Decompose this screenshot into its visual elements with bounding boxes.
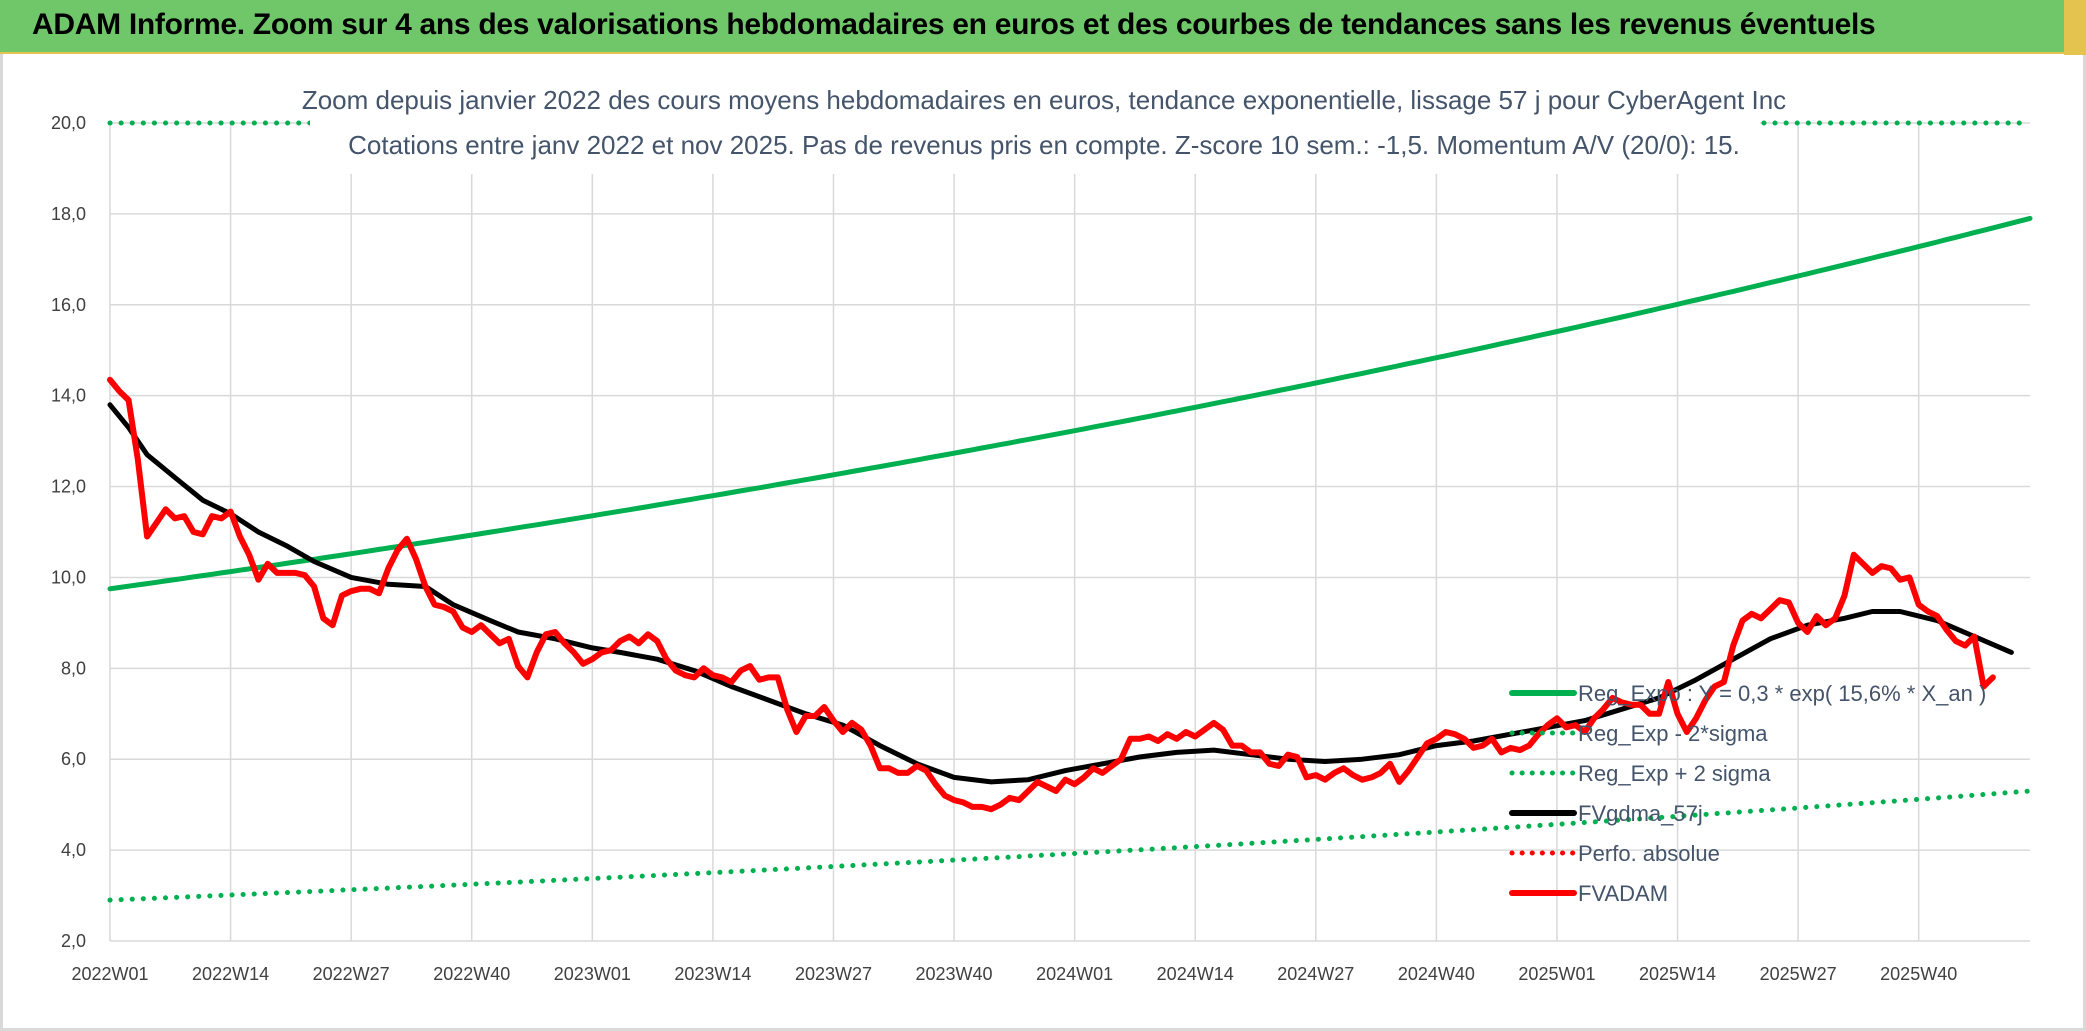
x-tick-label: 2022W14 (192, 964, 269, 984)
x-tick-label: 2024W14 (1157, 964, 1234, 984)
header-title: ADAM Informe. Zoom sur 4 ans des valoris… (32, 8, 1876, 41)
series-line-reg-expo-y-0-3-exp-15-6-x-an (107, 215, 2033, 592)
y-tick-label: 20,0 (51, 113, 86, 133)
y-tick-label: 4,0 (61, 840, 86, 860)
chart-title-line-2: Cotations entre janv 2022 et nov 2025. P… (348, 130, 1740, 160)
y-tick-label: 14,0 (51, 386, 86, 406)
legend-label: Reg_Exp - 2*sigma (1578, 721, 1768, 746)
x-tick-label: 2024W27 (1277, 964, 1354, 984)
x-tick-label: 2023W01 (554, 964, 631, 984)
x-tick-label: 2023W40 (916, 964, 993, 984)
series-line-fvgdma-57j (107, 402, 2014, 785)
legend-label: FVADAM (1578, 881, 1668, 906)
x-tick-label: 2025W14 (1639, 964, 1716, 984)
legend: Reg_Expo : Y = 0,3 * exp( 15,6% * X_an )… (1509, 681, 1986, 906)
chart-title-line-1: Zoom depuis janvier 2022 des cours moyen… (302, 85, 1786, 115)
series-line-fvadam (107, 376, 1996, 813)
header-bar: ADAM Informe. Zoom sur 4 ans des valoris… (0, 0, 2075, 54)
y-tick-label: 2,0 (61, 931, 86, 951)
y-axis-ticks: 2,0 4,0 6,0 8,0 10,0 12,0 14,0 16,0 18,0 20,0 (51, 113, 86, 951)
y-tick-label: 12,0 (51, 477, 86, 497)
x-axis-ticks: 2022W01 2022W14 2022W27 2022W40 2023W01 2023W… (71, 964, 1957, 984)
x-tick-label: 2022W40 (433, 964, 510, 984)
x-tick-label: 2025W27 (1760, 964, 1837, 984)
header-accent-strip (2064, 0, 2086, 55)
y-tick-label: 16,0 (51, 295, 86, 315)
y-tick-label: 18,0 (51, 204, 86, 224)
chart-title: Zoom depuis janvier 2022 des cours moyen… (302, 78, 1786, 174)
legend-label: Reg_Exp + 2 sigma (1578, 761, 1771, 786)
y-tick-label: 6,0 (61, 749, 86, 769)
x-tick-label: 2025W01 (1518, 964, 1595, 984)
y-tick-label: 10,0 (51, 567, 86, 587)
x-tick-label: 2023W27 (795, 964, 872, 984)
legend-label: Perfo. absolue (1578, 841, 1720, 866)
series-line-reg-exp-2-sigma (107, 788, 2033, 903)
legend-label: FVgdma_57j (1578, 801, 1703, 826)
x-tick-label: 2022W27 (313, 964, 390, 984)
y-tick-label: 8,0 (61, 658, 86, 678)
chart-title-background (310, 78, 1760, 174)
x-tick-label: 2023W14 (674, 964, 751, 984)
x-tick-label: 2024W40 (1398, 964, 1475, 984)
grid-layer (109, 122, 2030, 942)
x-tick-label: 2024W01 (1036, 964, 1113, 984)
legend-label: Reg_Expo : Y = 0,3 * exp( 15,6% * X_an ) (1578, 681, 1986, 706)
x-tick-label: 2022W01 (71, 964, 148, 984)
x-tick-label: 2025W40 (1880, 964, 1957, 984)
